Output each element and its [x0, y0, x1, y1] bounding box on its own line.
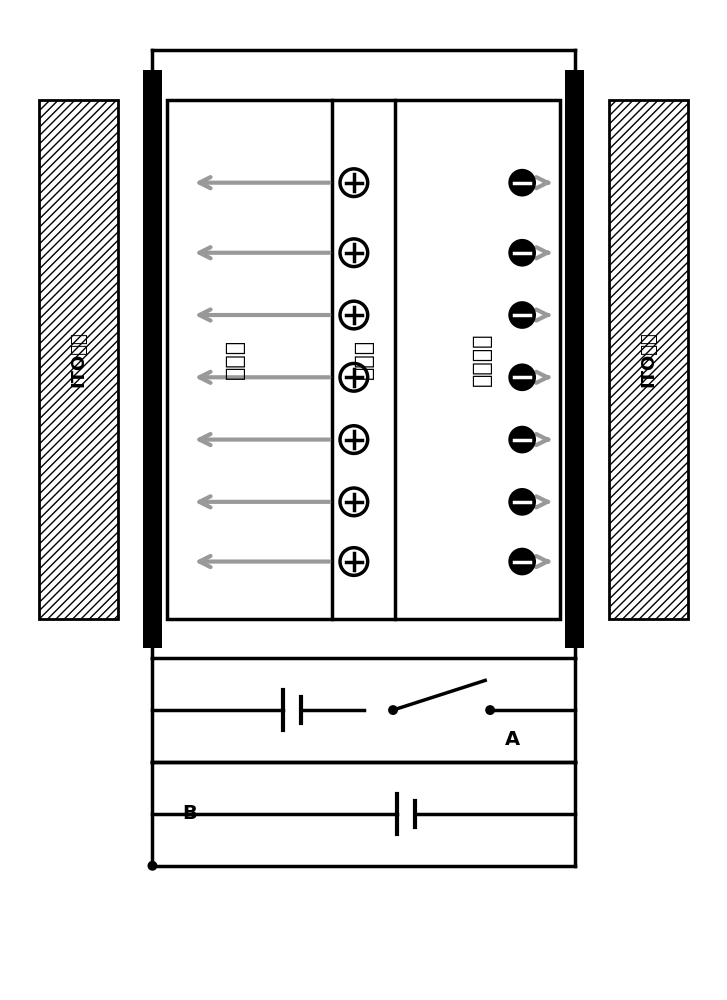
- Bar: [142, 70, 162, 648]
- Bar: [609, 100, 688, 619]
- Text: A: A: [505, 730, 520, 749]
- Text: ITO玻璃: ITO玻璃: [640, 331, 658, 387]
- Text: 对电极: 对电极: [225, 339, 245, 379]
- Circle shape: [340, 169, 368, 197]
- Bar: [39, 100, 118, 619]
- Circle shape: [148, 861, 157, 871]
- Circle shape: [340, 239, 368, 267]
- Text: B: B: [182, 804, 197, 823]
- Circle shape: [340, 363, 368, 391]
- Bar: [167, 100, 560, 619]
- Text: ITO玻璃: ITO玻璃: [69, 331, 87, 387]
- Circle shape: [508, 426, 536, 453]
- Circle shape: [340, 426, 368, 453]
- Circle shape: [508, 363, 536, 391]
- Circle shape: [508, 239, 536, 267]
- Circle shape: [485, 705, 495, 715]
- Circle shape: [388, 705, 398, 715]
- Circle shape: [508, 169, 536, 197]
- Text: 工作电极: 工作电极: [473, 332, 492, 386]
- Circle shape: [340, 548, 368, 575]
- Circle shape: [340, 488, 368, 516]
- Circle shape: [508, 548, 536, 575]
- Text: 电解质: 电解质: [353, 339, 374, 379]
- Circle shape: [340, 301, 368, 329]
- Circle shape: [508, 488, 536, 516]
- Circle shape: [508, 301, 536, 329]
- Bar: [565, 70, 585, 648]
